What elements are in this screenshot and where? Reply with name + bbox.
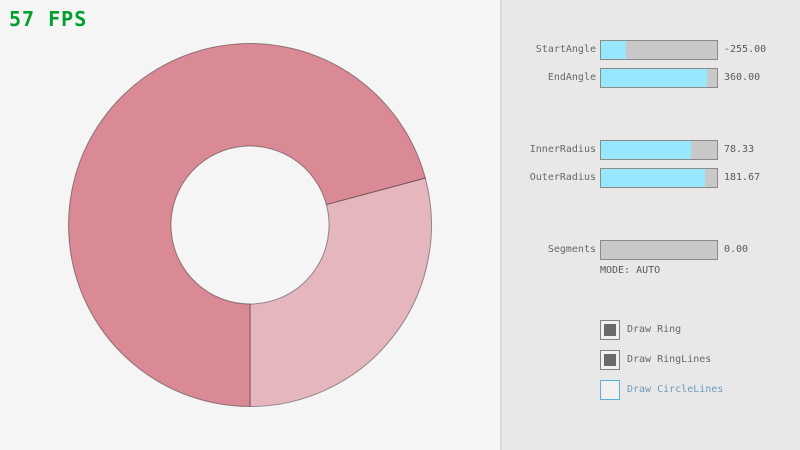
draw-circlelines-label: Draw CircleLines <box>627 384 724 395</box>
segments-row: Segments 0.00 <box>502 240 800 260</box>
start-angle-row: StartAngle -255.00 <box>502 40 800 60</box>
draw-ring-row: Draw Ring <box>600 320 800 340</box>
inner-radius-label: InnerRadius <box>529 144 596 155</box>
draw-circlelines-checkbox[interactable] <box>600 380 620 400</box>
start-angle-label: StartAngle <box>535 44 596 55</box>
draw-circlelines-row: Draw CircleLines <box>600 380 800 400</box>
draw-ringlines-row: Draw RingLines <box>600 350 800 370</box>
draw-ring-label: Draw Ring <box>627 324 682 335</box>
end-angle-slider[interactable] <box>600 68 718 88</box>
end-angle-value: 360.00 <box>724 72 761 83</box>
outer-radius-value: 181.67 <box>724 172 761 183</box>
draw-ring-checkmark <box>604 324 616 336</box>
segments-slider[interactable] <box>600 240 718 260</box>
inner-radius-value: 78.33 <box>724 144 755 155</box>
draw-ringlines-checkmark <box>604 354 616 366</box>
draw-ringlines-label: Draw RingLines <box>627 354 712 365</box>
outer-radius-slider[interactable] <box>600 168 718 188</box>
ring-segment-dark <box>68 43 426 408</box>
control-panel: StartAngle -255.00 EndAngle 360.00 Inner… <box>500 0 800 450</box>
start-angle-value: -255.00 <box>724 44 767 55</box>
segments-value: 0.00 <box>724 244 749 255</box>
start-angle-slider[interactable] <box>600 40 718 60</box>
start-angle-slider-fill <box>601 41 627 59</box>
ring-chart <box>68 43 432 408</box>
fps-counter: 57 FPS <box>9 7 88 31</box>
end-angle-label: EndAngle <box>547 72 596 83</box>
inner-radius-slider-fill <box>601 141 692 159</box>
draw-ring-checkbox[interactable] <box>600 320 620 340</box>
mode-label: MODE: AUTO <box>600 265 661 276</box>
end-angle-row: EndAngle 360.00 <box>502 68 800 88</box>
outer-radius-label: OuterRadius <box>529 172 596 183</box>
inner-radius-row: InnerRadius 78.33 <box>502 140 800 160</box>
draw-ringlines-checkbox[interactable] <box>600 350 620 370</box>
outer-radius-row: OuterRadius 181.67 <box>502 168 800 188</box>
ring-segment-light <box>249 177 432 408</box>
end-angle-slider-fill <box>601 69 707 87</box>
outer-radius-slider-fill <box>601 169 706 187</box>
segments-label: Segments <box>547 244 596 255</box>
inner-radius-slider[interactable] <box>600 140 718 160</box>
